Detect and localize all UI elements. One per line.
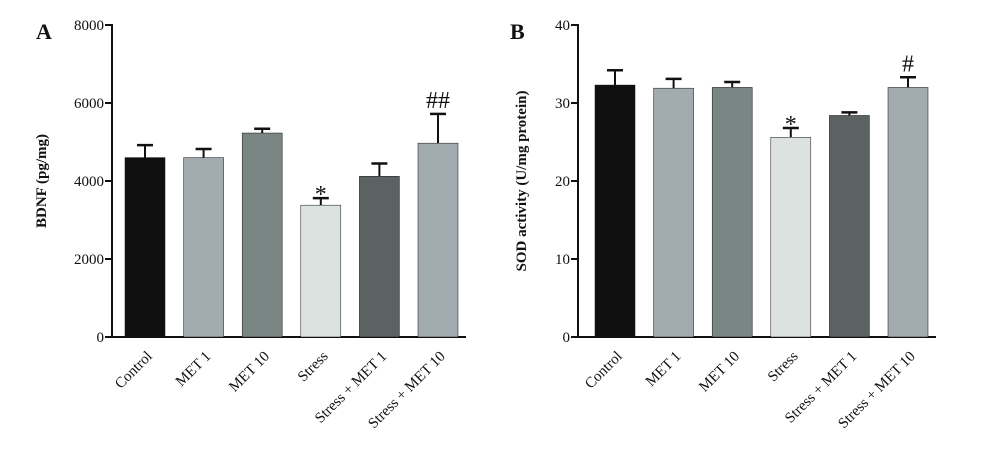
bar: [711, 87, 753, 338]
x-tick-label: MET 1: [173, 349, 214, 390]
y-axis-title: SOD activity (U/mg protein): [514, 91, 530, 272]
bar: [359, 176, 400, 338]
y-tick-label: 6000: [74, 96, 104, 112]
y-tick-label: 8000: [74, 18, 104, 34]
panel-a: A 0 2000 4000 6000 8000 BDNF (pg/mg) Control MET…: [34, 18, 466, 432]
y-tick-label: 40: [555, 18, 570, 34]
significance-marker: #: [902, 51, 914, 77]
bar: [770, 137, 812, 338]
bar: [241, 132, 283, 338]
panel-label: B: [510, 19, 525, 44]
x-tick-label: Control: [582, 349, 626, 393]
y-axis-title: BDNF (pg/mg): [34, 134, 50, 228]
y-tick-label: 30: [555, 96, 570, 112]
bar: [300, 204, 342, 338]
bar: [829, 115, 870, 338]
bar: [124, 157, 166, 338]
x-tick-label: MET 10: [226, 349, 273, 396]
panel-b: B 0 10 20 30 40 SOD activity (U/mg protein) Con…: [510, 18, 936, 432]
bar: [594, 84, 636, 338]
x-tick-label: MET 1: [643, 349, 684, 390]
significance-marker: ##: [426, 88, 450, 114]
x-tick-label: Control: [112, 349, 156, 393]
significance-marker: *: [315, 182, 327, 208]
x-tick-label: Stress: [295, 348, 332, 385]
y-tick-label: 10: [555, 252, 570, 268]
y-tick-label: 0: [97, 330, 105, 346]
bar: [417, 142, 459, 338]
bar: [183, 157, 224, 338]
bar: [653, 87, 694, 338]
panel-label: A: [36, 19, 52, 44]
x-tick-label: MET 10: [696, 349, 743, 396]
y-tick-label: 0: [563, 330, 571, 346]
bar: [887, 87, 929, 338]
y-tick-label: 20: [555, 174, 570, 190]
y-tick-label: 4000: [74, 174, 104, 190]
y-tick-label: 2000: [74, 252, 104, 268]
significance-marker: *: [785, 112, 797, 138]
x-tick-label: Stress: [765, 348, 802, 385]
